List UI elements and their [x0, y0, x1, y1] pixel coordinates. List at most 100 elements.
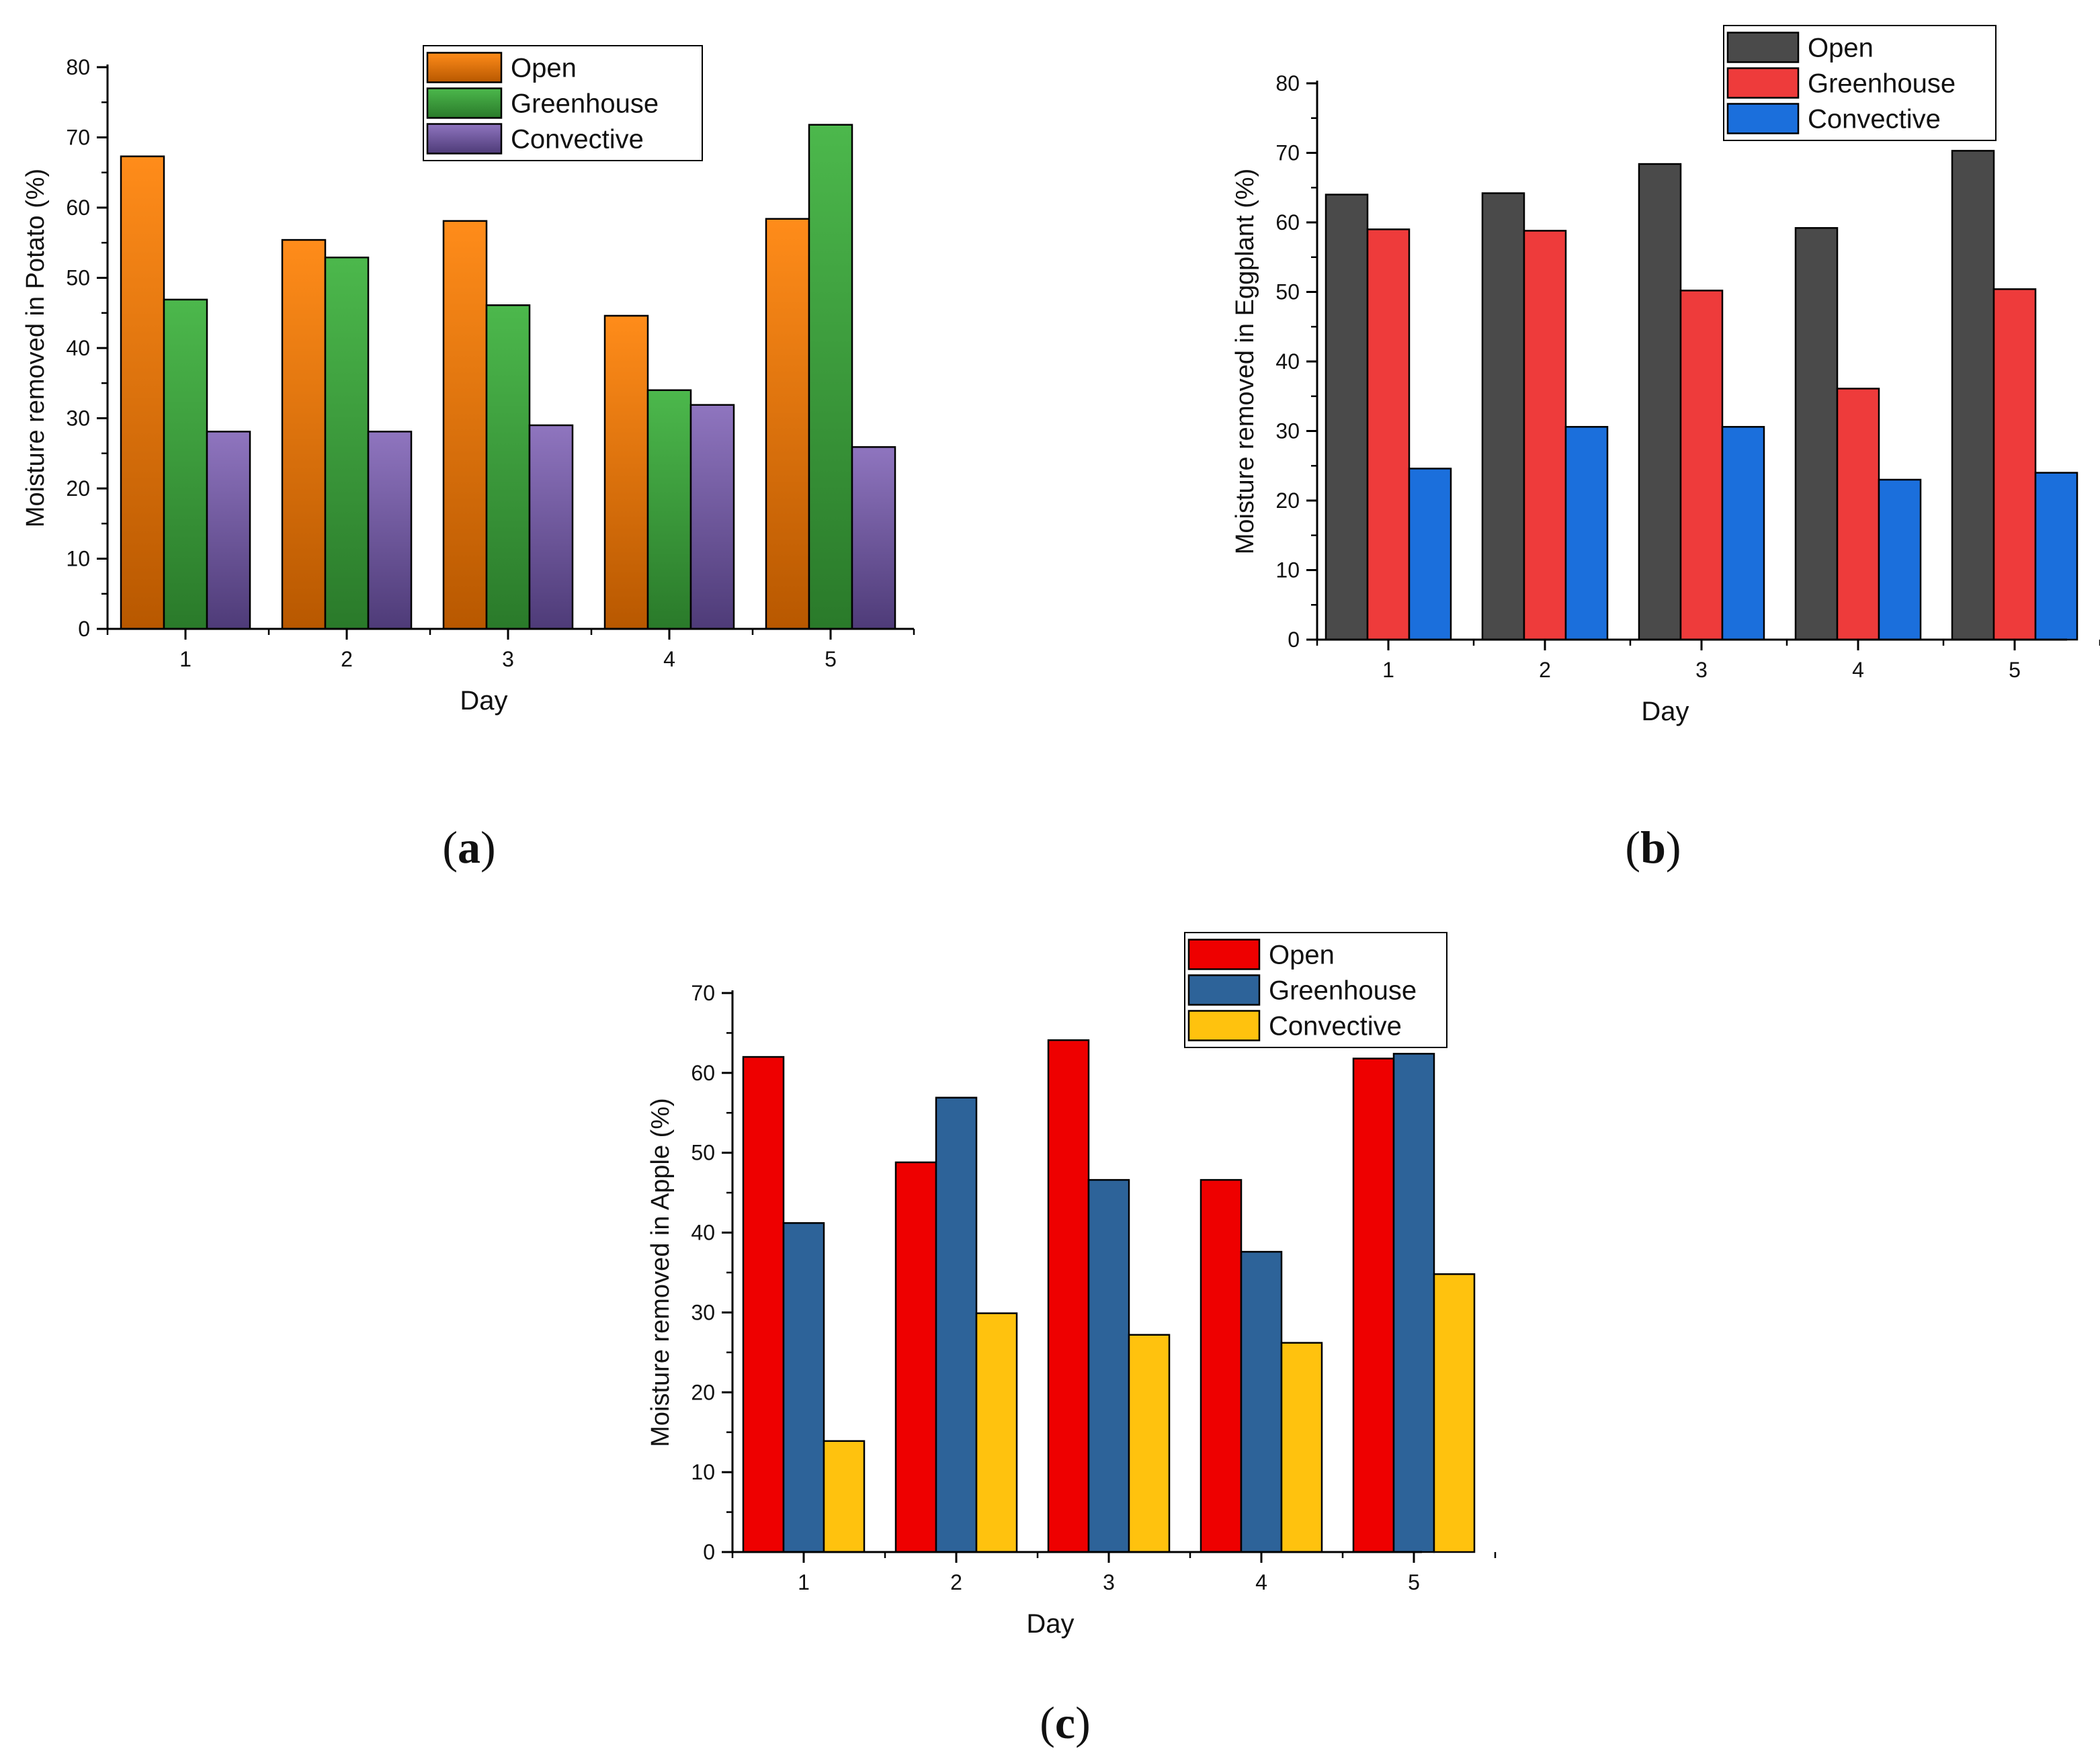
x-axis-title: Day: [1641, 697, 1689, 726]
bar-greenhouse-day-1: [163, 298, 208, 630]
x-tick-label: 1: [1382, 658, 1394, 682]
legend-label-greenhouse: Greenhouse: [1269, 976, 1417, 1006]
panel-caption-c-letter: c: [1054, 1697, 1076, 1748]
bar-convective-day-2: [975, 1312, 1018, 1553]
chart-panel-potato: 0 10 20 30 40 50 60 70 80 1 2 3 4 5 Day Moisture remove…: [0, 0, 981, 752]
y-tick-label: 70: [1275, 141, 1300, 165]
y-tick-label: 40: [691, 1221, 715, 1245]
legend-label-greenhouse: Greenhouse: [511, 89, 659, 119]
bar-open-day-1: [1325, 194, 1369, 641]
y-tick-label: 50: [691, 1141, 715, 1165]
bar-open-day-5: [1951, 150, 1995, 641]
legend-label-open: Open: [1269, 941, 1335, 970]
y-tick-label: 50: [66, 266, 90, 290]
legend-swatch-greenhouse: [426, 87, 503, 119]
bar-open-day-5: [1352, 1058, 1395, 1553]
bar-greenhouse-day-2: [935, 1096, 978, 1553]
y-tick-label: 20: [66, 476, 90, 501]
bar-convective-day-3: [1721, 426, 1765, 641]
legend-label-convective: Convective: [1808, 105, 1941, 134]
y-tick-label: 60: [1275, 210, 1300, 234]
x-tick-label: 4: [663, 647, 675, 671]
bar-greenhouse-day-4: [1240, 1250, 1283, 1553]
bar-layer: [120, 124, 896, 630]
y-axis-title: Moisture removed in Apple (%): [646, 1098, 675, 1447]
bar-greenhouse-day-4: [1836, 388, 1880, 641]
y-tick-label: 40: [66, 336, 90, 360]
y-tick-label: 30: [1275, 419, 1300, 443]
bar-convective-day-5: [2034, 472, 2078, 641]
y-axis-title: Moisture removed in Potato (%): [22, 169, 50, 527]
y-tick-label: 10: [66, 547, 90, 571]
y-tick-label: 60: [66, 196, 90, 220]
chart-potato: 0 10 20 30 40 50 60 70 80 1 2 3 4 5 Day Moisture remove…: [22, 45, 915, 716]
panel-caption-a-letter: a: [458, 822, 480, 873]
legend-label-convective: Convective: [511, 125, 644, 155]
bar-greenhouse-day-3: [1087, 1178, 1130, 1553]
bar-greenhouse-day-3: [485, 304, 531, 630]
legend-swatch-open: [426, 52, 503, 83]
bar-convective-day-4: [1280, 1342, 1323, 1553]
bar-open-day-1: [742, 1056, 785, 1553]
legend: Open Greenhouse Convective: [423, 45, 703, 161]
bar-convective-day-1: [823, 1440, 866, 1553]
x-tick-label: 3: [502, 647, 514, 671]
bar-convective-day-3: [528, 424, 574, 630]
x-tick-label: 5: [2009, 658, 2021, 682]
bar-open-day-3: [1047, 1039, 1090, 1553]
x-tick-label: 1: [179, 647, 192, 671]
legend: Open Greenhouse Convective: [1184, 932, 1447, 1048]
panel-caption-a: (a): [442, 822, 496, 873]
bar-greenhouse-day-5: [1392, 1053, 1435, 1553]
x-tick-label: 4: [1852, 658, 1864, 682]
bar-open-day-2: [894, 1161, 937, 1553]
x-tick-label: 3: [1103, 1570, 1115, 1594]
bar-open-day-3: [1638, 163, 1682, 641]
legend-swatch-open: [1187, 939, 1261, 970]
x-axis-title: Day: [460, 686, 507, 716]
bar-greenhouse-day-4: [646, 389, 692, 630]
bar-convective-day-1: [206, 431, 251, 630]
legend-label-greenhouse: Greenhouse: [1808, 69, 1956, 99]
bar-convective-day-4: [1878, 478, 1922, 641]
y-tick-label: 50: [1275, 280, 1300, 304]
bar-greenhouse-day-1: [1366, 228, 1411, 641]
bar-convective-day-5: [851, 446, 896, 630]
legend-label-convective: Convective: [1269, 1012, 1402, 1041]
chart-panel-apple: 0 10 20 30 40 50 60 70 1 2 3 4 5 Day Moisture removed …: [605, 920, 1546, 1660]
x-tick-label: 1: [798, 1570, 810, 1594]
bar-convective-day-5: [1433, 1273, 1476, 1553]
bar-layer: [742, 1039, 1476, 1553]
x-tick-label: 2: [950, 1570, 962, 1594]
y-axis-title: Moisture removed in Eggplant (%): [1231, 169, 1259, 554]
legend: Open Greenhouse Convective: [1723, 25, 1997, 141]
legend-swatch-open: [1726, 32, 1800, 63]
y-tick-label: 70: [66, 126, 90, 150]
bar-convective-day-4: [689, 404, 735, 630]
panel-caption-c: (c): [1040, 1697, 1091, 1748]
panel-caption-b-letter: b: [1640, 822, 1666, 873]
legend-label-open: Open: [511, 54, 577, 83]
legend-label-open: Open: [1808, 34, 1874, 63]
bar-open-day-5: [765, 218, 810, 630]
bar-open-day-3: [442, 220, 488, 630]
bar-convective-day-2: [367, 431, 413, 630]
bar-convective-day-2: [1564, 426, 1609, 641]
x-tick-label: 5: [1408, 1570, 1420, 1594]
y-tick-label: 20: [1275, 488, 1300, 513]
chart-eggplant: 0 10 20 30 40 50 60 70 80 1 2 3 4 5 Day Moisture remove…: [1231, 25, 2100, 726]
bar-layer: [1325, 150, 2078, 641]
legend-swatch-convective: [1726, 103, 1800, 134]
y-tick-label: 80: [66, 55, 90, 79]
x-tick-label: 2: [341, 647, 353, 671]
y-tick-label: 0: [1288, 628, 1300, 652]
bar-convective-day-1: [1408, 468, 1452, 641]
y-tick-label: 20: [691, 1380, 715, 1404]
x-tick-label: 4: [1255, 1570, 1267, 1594]
y-tick-label: 70: [691, 981, 715, 1005]
y-tick-label: 10: [691, 1460, 715, 1484]
bar-open-day-2: [281, 239, 327, 630]
bar-greenhouse-day-2: [1523, 230, 1567, 641]
panel-caption-b: (b): [1625, 822, 1681, 873]
chart-apple: 0 10 20 30 40 50 60 70 1 2 3 4 5 Day Moisture removed …: [646, 932, 1497, 1639]
